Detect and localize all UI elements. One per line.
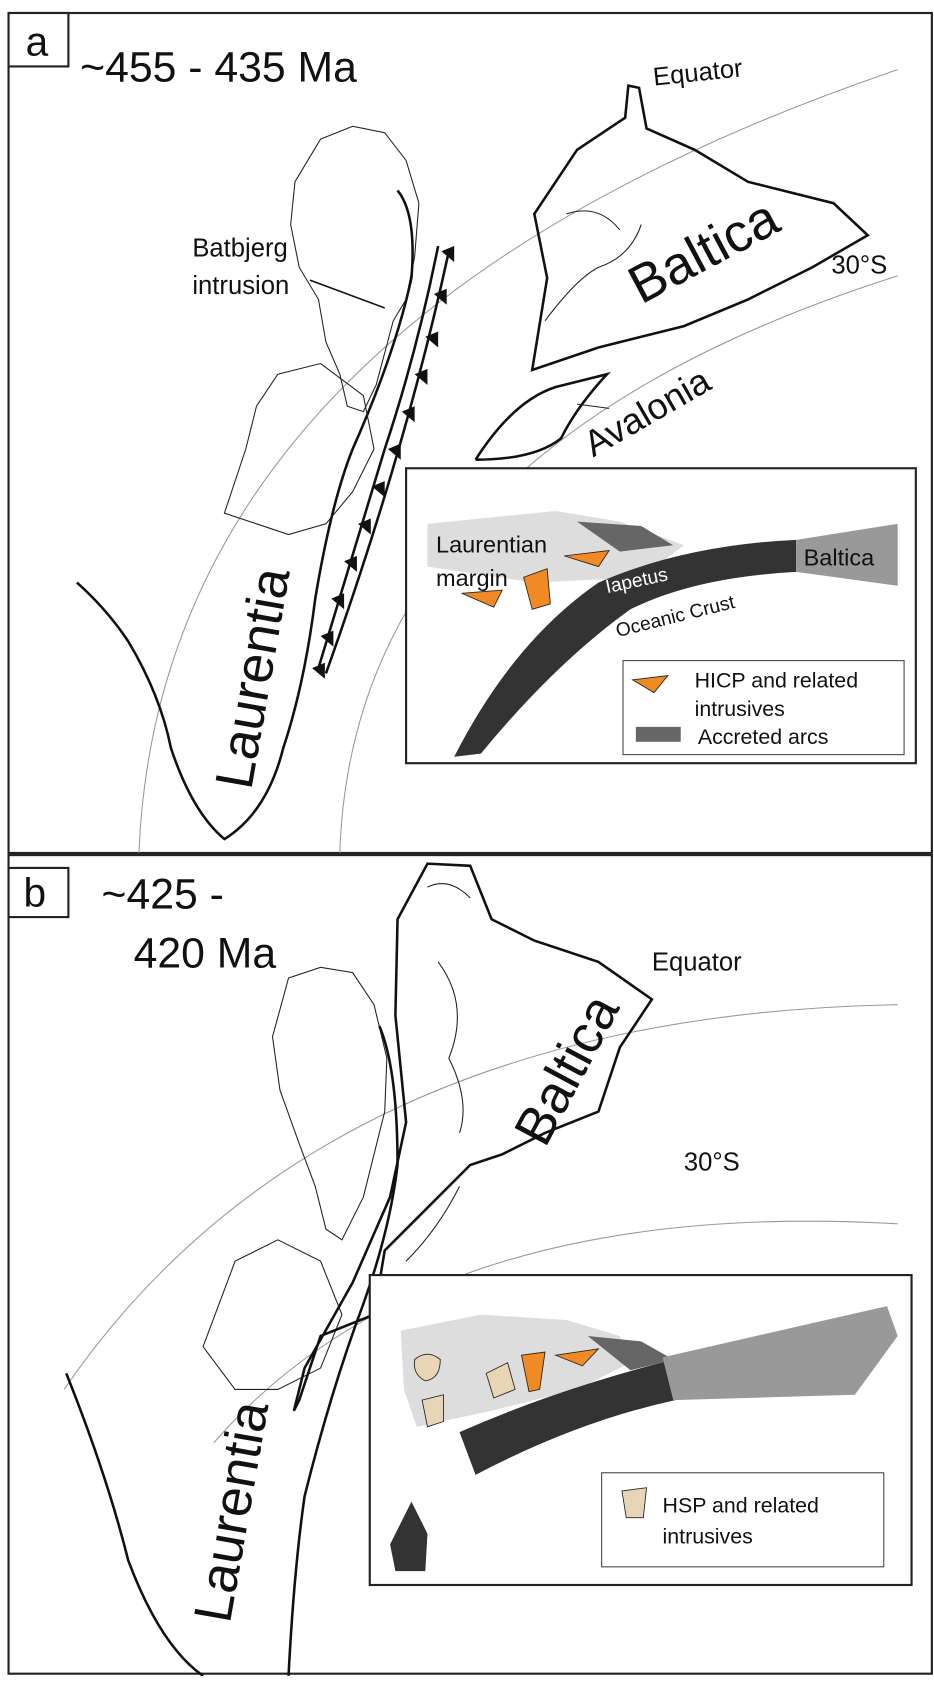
legend-label: Accreted arcs [698, 725, 829, 749]
legend-box [602, 1473, 884, 1567]
batbjerg-label: Batbjerg [192, 235, 287, 263]
legend-label: intrusives [695, 697, 785, 721]
legend-swatch [622, 1488, 647, 1518]
inset-baltica-label: Baltica [804, 544, 875, 570]
legend-label: HICP and related [695, 668, 858, 692]
legend-label: intrusives [663, 1524, 753, 1548]
age: ~455 - 435 Ma [80, 43, 357, 91]
equator-label: Equator [652, 949, 742, 977]
inset-margin-label: Laurentian [436, 532, 547, 558]
page: {"panels": [ {"label": "a", "age": ["~45… [0, 0, 934, 1676]
legend-label: HSP and related [663, 1493, 819, 1517]
latitude-label: 30°S [684, 1148, 740, 1176]
legend-swatch [636, 727, 681, 742]
figure: a ~455 - 435 Ma Equator 30°S Laurentia B… [0, 0, 934, 1676]
panel-label: b [24, 869, 47, 915]
latitude-label: 30°S [831, 252, 887, 280]
age: 420 Ma [134, 929, 277, 977]
inset-margin-label: margin [436, 565, 508, 591]
panel-label: a [26, 19, 49, 65]
batbjerg-label: intrusion [192, 272, 289, 300]
age: ~425 - [102, 871, 224, 919]
